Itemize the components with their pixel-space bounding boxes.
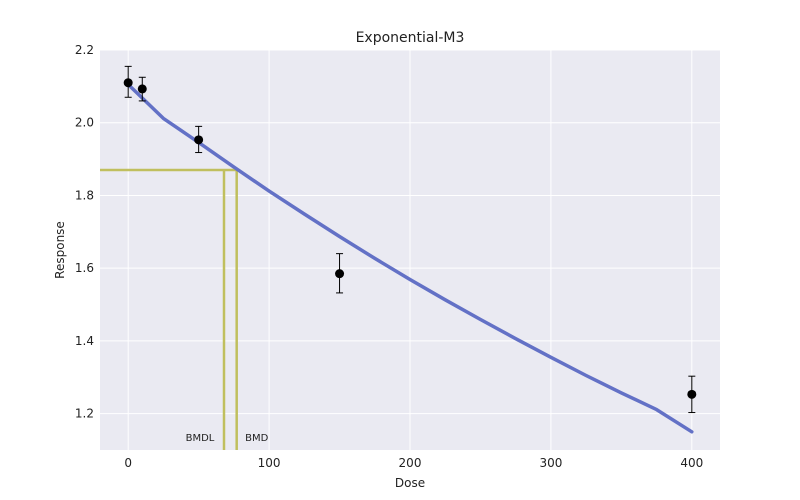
data-point (687, 389, 697, 399)
x-tick-label: 200 (399, 456, 422, 470)
bmd-label: BMD (245, 433, 268, 444)
observations-layer (123, 65, 697, 414)
bmdl-label: BMDL (186, 433, 215, 444)
x-tick-label: 0 (124, 456, 132, 470)
x-tick-label: 100 (258, 456, 281, 470)
x-axis-title: Dose (395, 476, 425, 490)
y-tick-label: 1.4 (75, 334, 94, 348)
y-axis-title: Response (53, 221, 67, 279)
data-point (335, 269, 345, 279)
bmd-lines (100, 168, 238, 450)
y-tick-label: 1.8 (75, 188, 94, 202)
x-tick-label: 300 (539, 456, 562, 470)
data-point (123, 78, 133, 88)
chart-title: Exponential-M3 (356, 30, 465, 46)
data-point (137, 84, 147, 94)
y-tick-label: 1.2 (75, 407, 94, 421)
y-tick-label: 2.0 (75, 116, 94, 130)
y-tick-label: 2.2 (75, 43, 94, 57)
grid (100, 49, 720, 450)
data-point (194, 135, 204, 145)
x-tick-label: 400 (680, 456, 703, 470)
model-curve-layer (126, 82, 694, 434)
model-curve (126, 82, 694, 434)
y-tick-label: 1.6 (75, 261, 94, 275)
tick-labels: 0 100 200 300 400 1.2 1.4 1.6 1.8 2.0 2.2 (75, 43, 703, 470)
